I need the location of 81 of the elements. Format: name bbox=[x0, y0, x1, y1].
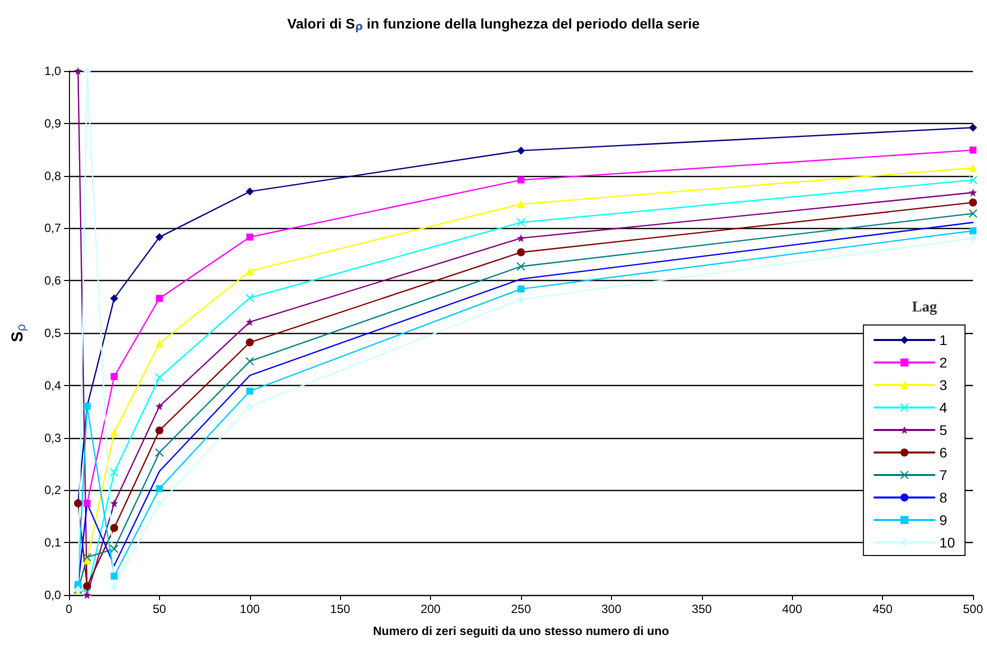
point bbox=[156, 294, 163, 302]
point bbox=[246, 388, 254, 395]
legend-label: 2 bbox=[939, 354, 948, 370]
point bbox=[155, 233, 164, 242]
point bbox=[969, 188, 977, 197]
point bbox=[969, 124, 977, 132]
point bbox=[517, 295, 525, 304]
y-axis-title: Sρ bbox=[10, 324, 28, 342]
point bbox=[110, 372, 118, 380]
legend-label: 9 bbox=[939, 512, 948, 528]
legend-label: 8 bbox=[939, 490, 948, 506]
point bbox=[970, 227, 976, 234]
point bbox=[155, 448, 164, 456]
point bbox=[74, 67, 82, 75]
point bbox=[518, 176, 524, 184]
point bbox=[969, 210, 977, 218]
point bbox=[969, 164, 977, 172]
y-tick-label: 0,0 bbox=[44, 588, 62, 602]
legend-label: 5 bbox=[939, 422, 948, 438]
point bbox=[83, 591, 92, 599]
point bbox=[110, 524, 118, 532]
point bbox=[156, 485, 163, 492]
x-tick-label: 150 bbox=[330, 602, 351, 616]
x-tick-label: 250 bbox=[510, 602, 532, 616]
y-tick-label: 0,8 bbox=[44, 168, 62, 183]
point bbox=[517, 200, 525, 208]
legend-label: 4 bbox=[939, 400, 948, 416]
point bbox=[155, 374, 164, 382]
point bbox=[518, 285, 524, 292]
y-tick-label: 0,3 bbox=[44, 430, 62, 445]
point bbox=[155, 339, 164, 348]
point bbox=[969, 176, 977, 184]
x-axis-title: Numero di zeri seguiti da uno stesso numero di uno bbox=[372, 624, 670, 638]
x-tick-label: 200 bbox=[420, 602, 441, 616]
legend-label: 3 bbox=[939, 377, 948, 393]
point bbox=[83, 582, 92, 590]
point bbox=[155, 402, 164, 410]
point bbox=[110, 572, 118, 580]
point bbox=[110, 428, 118, 437]
point bbox=[969, 234, 977, 242]
point bbox=[110, 499, 118, 508]
legend-label: 10 bbox=[939, 534, 956, 550]
point bbox=[970, 146, 976, 154]
y-tick-label: 0,7 bbox=[44, 221, 62, 236]
point bbox=[246, 267, 254, 276]
point bbox=[110, 583, 118, 592]
x-tick-label: 50 bbox=[152, 602, 166, 616]
point bbox=[83, 67, 92, 75]
point bbox=[517, 248, 525, 256]
y-tick-label: 0,2 bbox=[44, 483, 62, 498]
point bbox=[517, 146, 525, 155]
y-tick-label: 0,6 bbox=[44, 274, 62, 288]
point bbox=[517, 218, 525, 226]
x-tick-label: 500 bbox=[962, 602, 984, 616]
x-tick-label: 400 bbox=[782, 602, 803, 616]
point bbox=[517, 234, 525, 242]
point bbox=[84, 500, 91, 507]
point bbox=[246, 338, 254, 346]
x-tick-label: 100 bbox=[240, 602, 260, 616]
point bbox=[246, 234, 254, 241]
legend-title: Lag bbox=[912, 300, 938, 316]
y-tick-label: 0,1 bbox=[44, 536, 62, 550]
y-tick-label: 0,9 bbox=[44, 116, 62, 130]
point bbox=[246, 318, 254, 326]
point bbox=[246, 402, 254, 410]
x-tick-label: 300 bbox=[601, 602, 622, 616]
point bbox=[155, 500, 164, 508]
x-tick-label: 450 bbox=[872, 602, 893, 616]
y-tick-label: 1,0 bbox=[44, 64, 62, 78]
y-tick-label: 0,5 bbox=[44, 326, 62, 340]
point bbox=[969, 198, 977, 207]
legend-label: 6 bbox=[939, 444, 948, 460]
x-tick-label: 350 bbox=[692, 602, 712, 616]
legend-label: 7 bbox=[939, 467, 948, 483]
legend-label: 1 bbox=[939, 332, 948, 348]
y-tick-label: 0,4 bbox=[44, 378, 62, 392]
point bbox=[155, 426, 164, 434]
point bbox=[517, 262, 525, 270]
point bbox=[110, 294, 118, 302]
point bbox=[246, 188, 254, 196]
x-tick-label: 0 bbox=[66, 602, 73, 616]
